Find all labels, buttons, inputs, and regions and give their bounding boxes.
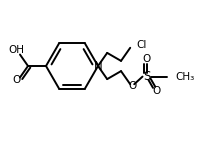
Text: O: O [152, 86, 160, 96]
Text: O: O [128, 81, 136, 91]
Text: O: O [13, 75, 21, 86]
Text: Cl: Cl [136, 40, 147, 50]
Text: S: S [143, 70, 150, 83]
Text: O: O [142, 54, 151, 64]
Text: OH: OH [8, 44, 24, 55]
Text: CH₃: CH₃ [175, 72, 195, 82]
Text: N: N [94, 59, 102, 72]
